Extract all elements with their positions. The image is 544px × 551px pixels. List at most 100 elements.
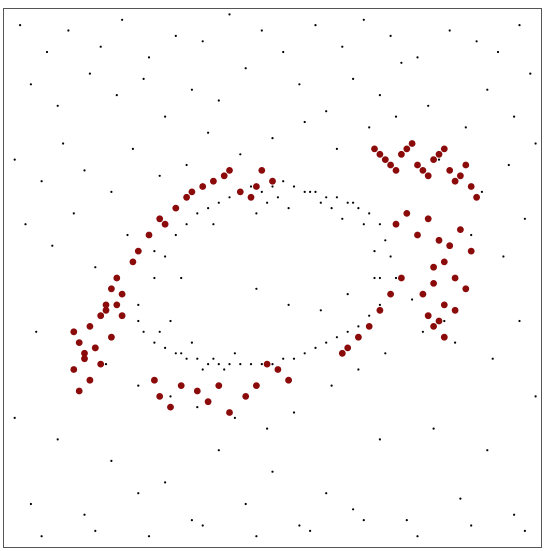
scatter-point-series-0 bbox=[185, 223, 188, 226]
scatter-point-series-0 bbox=[88, 72, 91, 75]
scatter-point-series-0 bbox=[298, 83, 301, 86]
scatter-point-series-1 bbox=[108, 285, 115, 293]
scatter-point-series-0 bbox=[298, 524, 301, 527]
scatter-point-series-1 bbox=[414, 161, 421, 169]
scatter-point-series-1 bbox=[451, 306, 459, 314]
scatter-point-series-0 bbox=[357, 207, 360, 210]
scatter-point-series-0 bbox=[394, 276, 398, 280]
scatter-point-series-0 bbox=[217, 449, 220, 452]
scatter-point-series-0 bbox=[459, 497, 462, 500]
scatter-point-series-0 bbox=[153, 341, 156, 344]
scatter-point-series-0 bbox=[104, 363, 108, 366]
scatter-point-series-0 bbox=[475, 40, 478, 43]
scatter-point-series-0 bbox=[378, 276, 381, 280]
scatter-point-series-1 bbox=[97, 360, 105, 368]
scatter-point-series-1 bbox=[430, 263, 437, 271]
scatter-point-series-0 bbox=[228, 13, 231, 16]
scatter-point-series-0 bbox=[110, 459, 113, 462]
scatter-point-series-0 bbox=[335, 196, 338, 199]
scatter-point-series-0 bbox=[303, 120, 306, 124]
scatter-point-series-1 bbox=[462, 285, 470, 293]
scatter-point-series-0 bbox=[529, 72, 532, 75]
scatter-point-series-1 bbox=[172, 204, 180, 212]
scatter-point-series-0 bbox=[325, 196, 328, 199]
scatter-point-series-1 bbox=[102, 306, 110, 314]
scatter-point-series-1 bbox=[408, 140, 416, 147]
scatter-point-series-0 bbox=[255, 535, 258, 538]
scatter-point-series-0 bbox=[470, 233, 473, 237]
scatter-point-series-1 bbox=[446, 167, 454, 174]
scatter-point-series-0 bbox=[362, 519, 365, 522]
scatter-point-series-1 bbox=[199, 183, 207, 190]
scatter-point-series-0 bbox=[180, 276, 183, 280]
scatter-point-series-0 bbox=[480, 190, 483, 193]
scatter-point-series-1 bbox=[81, 355, 88, 363]
scatter-point-series-0 bbox=[335, 147, 338, 150]
scatter-point-series-1 bbox=[70, 366, 78, 373]
scatter-point-series-0 bbox=[228, 196, 231, 199]
scatter-point-series-0 bbox=[137, 384, 140, 387]
scatter-point-series-0 bbox=[255, 212, 258, 215]
scatter-point-series-0 bbox=[303, 190, 306, 193]
data-marks bbox=[13, 13, 537, 538]
scatter-point-series-0 bbox=[276, 196, 279, 199]
scatter-point-series-1 bbox=[113, 301, 121, 309]
scatter-point-series-0 bbox=[314, 190, 317, 193]
scatter-point-series-0 bbox=[169, 395, 172, 398]
scatter-point-series-1 bbox=[177, 382, 185, 389]
scatter-point-series-0 bbox=[330, 384, 333, 387]
scatter-point-series-0 bbox=[164, 346, 167, 349]
scatter-point-series-1 bbox=[167, 403, 174, 411]
scatter-point-series-1 bbox=[161, 220, 169, 228]
scatter-point-series-0 bbox=[357, 368, 360, 371]
scatter-point-series-1 bbox=[398, 150, 405, 158]
scatter-point-series-1 bbox=[430, 156, 437, 164]
scatter-point-series-0 bbox=[56, 438, 59, 441]
scatter-point-series-0 bbox=[190, 88, 193, 91]
scatter-point-series-0 bbox=[502, 255, 505, 258]
scatter-point-series-0 bbox=[260, 363, 263, 366]
scatter-point-series-0 bbox=[454, 341, 457, 344]
scatter-point-series-0 bbox=[314, 24, 317, 27]
scatter-point-series-0 bbox=[378, 94, 381, 97]
scatter-point-series-1 bbox=[75, 339, 83, 346]
scatter-point-series-0 bbox=[368, 212, 371, 215]
scatter-point-series-1 bbox=[376, 306, 384, 314]
scatter-point-series-0 bbox=[303, 352, 306, 355]
scatter-point-series-1 bbox=[188, 188, 196, 196]
scatter-point-series-0 bbox=[126, 233, 129, 237]
scatter-point-series-0 bbox=[314, 346, 317, 349]
scatter-point-series-0 bbox=[341, 217, 344, 220]
scatter-point-series-0 bbox=[244, 67, 247, 70]
scatter-point-series-1 bbox=[129, 258, 137, 266]
scatter-point-series-0 bbox=[432, 427, 435, 430]
scatter-point-series-1 bbox=[210, 177, 217, 185]
scatter-point-series-1 bbox=[156, 393, 164, 400]
scatter-point-series-0 bbox=[384, 352, 387, 355]
scatter-point-series-0 bbox=[19, 24, 22, 27]
scatter-point-series-1 bbox=[467, 247, 475, 255]
scatter-point-series-0 bbox=[389, 34, 392, 38]
scatter-point-series-0 bbox=[185, 163, 188, 167]
scatter-point-series-0 bbox=[292, 185, 296, 188]
scatter-point-series-1 bbox=[440, 145, 448, 153]
scatter-point-series-1 bbox=[102, 301, 110, 309]
scatter-point-series-0 bbox=[13, 158, 16, 161]
scatter-point-series-1 bbox=[118, 312, 126, 320]
scatter-point-series-0 bbox=[271, 185, 274, 188]
scatter-point-series-0 bbox=[292, 411, 296, 414]
scatter-point-series-1 bbox=[253, 183, 260, 190]
scatter-point-series-1 bbox=[451, 177, 459, 185]
scatter-point-series-0 bbox=[153, 250, 156, 253]
scatter-point-series-0 bbox=[448, 29, 451, 32]
scatter-point-series-0 bbox=[207, 363, 210, 366]
scatter-point-series-0 bbox=[94, 529, 97, 533]
scatter-point-series-0 bbox=[378, 303, 381, 306]
scatter-point-series-0 bbox=[266, 427, 269, 430]
scatter-point-series-1 bbox=[81, 349, 88, 357]
scatter-point-series-0 bbox=[373, 250, 376, 253]
scatter-point-series-0 bbox=[523, 217, 527, 220]
scatter-point-series-0 bbox=[131, 147, 134, 150]
scatter-point-series-1 bbox=[440, 258, 448, 266]
